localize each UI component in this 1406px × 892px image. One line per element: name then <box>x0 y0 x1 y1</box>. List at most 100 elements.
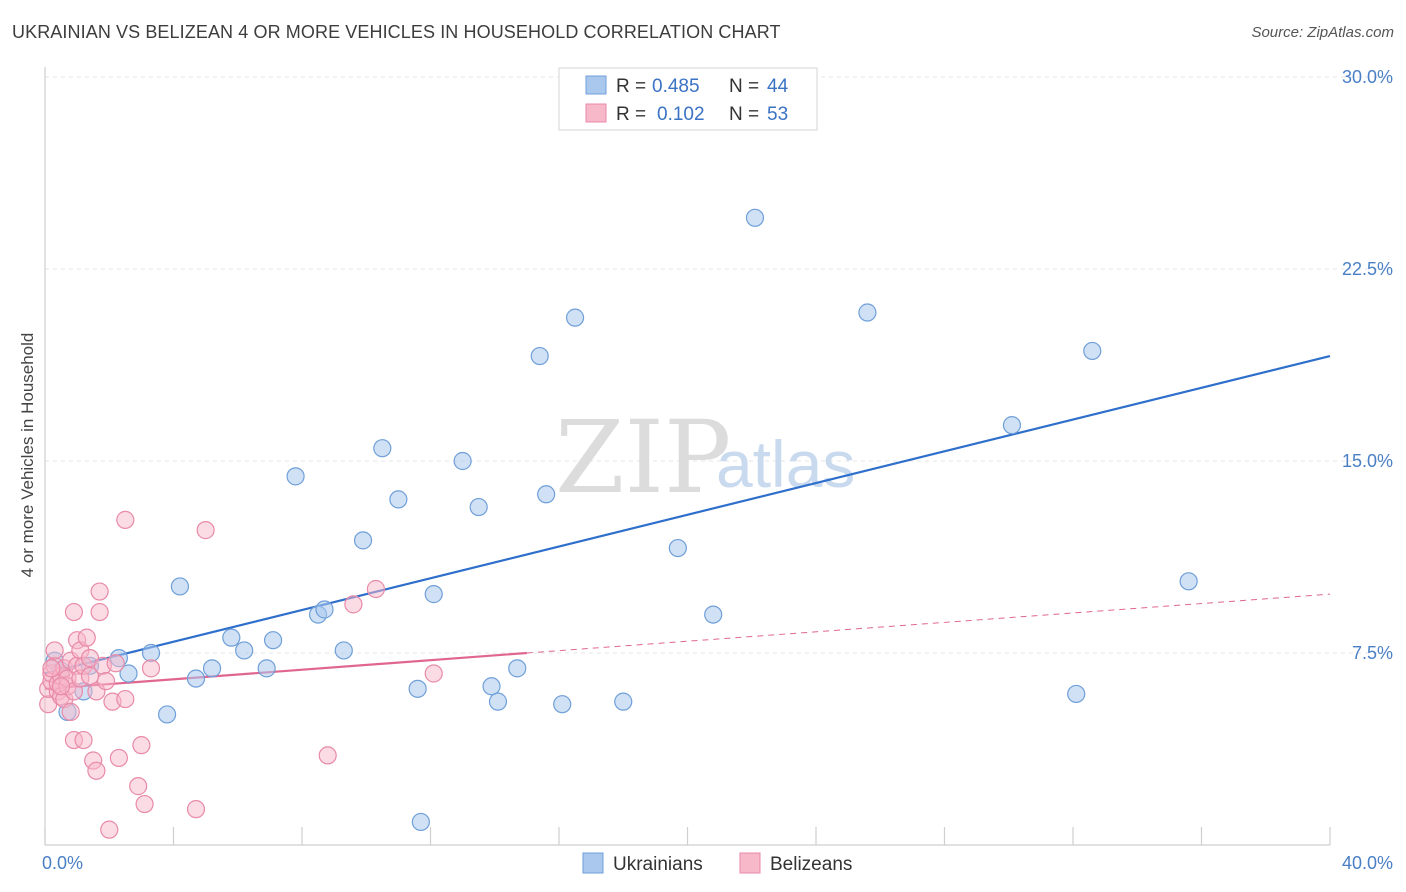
legend-r-label-belizeans: R = <box>616 104 646 125</box>
ukrainians-point <box>119 664 138 683</box>
ukrainians-point <box>488 692 508 711</box>
ukrainians-point <box>222 628 241 647</box>
x-tick-label-min: 0.0% <box>42 853 83 873</box>
x-tick-label-max: 40.0% <box>1342 853 1393 873</box>
y-tick-label: 30.0% <box>1342 67 1393 87</box>
ukrainians-point <box>257 659 276 678</box>
belizeans-point <box>74 730 93 750</box>
ukrainians-point <box>235 641 254 660</box>
ukrainians-point <box>453 451 472 471</box>
ukrainians-point <box>482 677 501 696</box>
bottom-legend-swatch-ukrainians <box>582 852 604 874</box>
ukrainians-point <box>373 439 392 458</box>
ukrainians-points <box>45 208 1198 832</box>
source-label: Source: ZipAtlas.com <box>1251 24 1394 41</box>
ukrainians-point <box>353 531 373 550</box>
belizeans-point <box>100 820 119 839</box>
ukrainians-point <box>553 695 572 714</box>
ukrainians-point <box>1002 416 1022 435</box>
belizeans-point <box>90 582 109 601</box>
ukrainians-point <box>263 631 283 650</box>
ukrainians-point <box>1067 684 1086 704</box>
legend-n-value-ukrainians: 44 <box>767 76 789 97</box>
belizeans-point <box>366 579 385 599</box>
belizeans-point <box>196 521 215 540</box>
bottom-legend-label-belizeans: Belizeans <box>770 854 852 875</box>
ukrainians-point <box>668 538 687 558</box>
belizeans-point <box>129 777 148 796</box>
grid-lines <box>45 76 1390 654</box>
belizeans-point <box>109 748 128 768</box>
bottom-legend-label-ukrainians: Ukrainians <box>613 854 703 875</box>
belizeans-point <box>141 659 161 678</box>
belizeans-point <box>135 794 154 814</box>
ukrainians-point <box>1179 572 1198 591</box>
ukrainians-point <box>408 679 427 698</box>
belizeans-point <box>132 736 151 755</box>
watermark-atlas: atlas <box>716 427 855 501</box>
legend-n-label-belizeans: N = <box>729 104 759 125</box>
y-tick-label: 15.0% <box>1342 451 1393 471</box>
legend-swatch-belizeans <box>585 103 607 123</box>
watermark-zip: ZIP <box>555 399 731 516</box>
belizeans-points <box>39 510 443 839</box>
belizeans-point <box>61 702 80 721</box>
belizeans-point <box>424 664 443 683</box>
ukrainians-point <box>141 643 161 663</box>
y-tick-labels: 7.5% 15.0% 22.5% 30.0% <box>1342 67 1393 663</box>
correlation-legend: R = 0.485 N = 44 R = 0.102 N = 53 <box>558 67 818 131</box>
ukrainians-trend-line <box>44 354 1331 675</box>
ukrainians-point <box>469 497 488 517</box>
belizeans-point <box>106 654 125 673</box>
watermark: ZIP atlas <box>555 399 855 516</box>
belizeans-point <box>51 677 71 696</box>
ukrainians-point <box>315 600 334 619</box>
belizeans-point <box>318 746 337 765</box>
belizeans-point <box>116 689 135 709</box>
ukrainians-point <box>614 692 633 711</box>
belizeans-point <box>344 595 363 614</box>
ukrainians-point <box>858 303 877 322</box>
ukrainians-point <box>530 346 549 366</box>
ukrainians-point <box>286 467 305 486</box>
x-tick-marks <box>44 827 1331 845</box>
legend-r-value-ukrainians: 0.485 <box>652 76 700 97</box>
belizeans-point <box>42 659 61 678</box>
series-legend: Ukrainians Belizeans <box>582 852 852 875</box>
legend-r-label-ukrainians: R = <box>616 76 646 97</box>
trend-lines <box>44 354 1331 690</box>
legend-n-label-ukrainians: N = <box>729 76 759 97</box>
y-tick-label: 7.5% <box>1352 643 1393 663</box>
chart-title: UKRAINIAN VS BELIZEAN 4 OR MORE VEHICLES… <box>12 22 781 42</box>
legend-r-value-belizeans: 0.102 <box>657 104 705 125</box>
belizeans-trend-line <box>44 651 527 690</box>
belizeans-point <box>87 761 106 780</box>
belizeans-point <box>45 641 64 660</box>
belizeans-point <box>186 800 206 819</box>
ukrainians-point <box>411 812 430 832</box>
belizeans-point <box>77 628 96 647</box>
belizeans-point <box>90 602 109 622</box>
ukrainians-point <box>565 308 585 327</box>
ukrainians-point <box>745 208 765 227</box>
ukrainians-point <box>186 669 206 688</box>
belizeans-point <box>116 510 135 529</box>
y-tick-label: 22.5% <box>1342 259 1393 279</box>
legend-n-value-belizeans: 53 <box>767 104 788 125</box>
ukrainians-point <box>704 605 723 624</box>
ukrainians-point <box>334 641 353 660</box>
ukrainians-point <box>389 490 408 509</box>
ukrainians-point <box>157 705 177 724</box>
bottom-legend-swatch-belizeans <box>739 852 761 874</box>
ukrainians-point <box>170 577 190 596</box>
belizeans-point <box>96 672 116 691</box>
ukrainians-point <box>1083 341 1102 361</box>
ukrainians-point <box>424 585 443 604</box>
ukrainians-point <box>537 485 556 504</box>
belizeans-point <box>80 666 100 686</box>
ukrainians-point <box>508 659 527 678</box>
belizeans-point <box>64 602 84 622</box>
belizeans-trend-line-extended <box>526 593 1331 654</box>
y-axis-label: 4 or more Vehicles in Household <box>18 333 37 578</box>
